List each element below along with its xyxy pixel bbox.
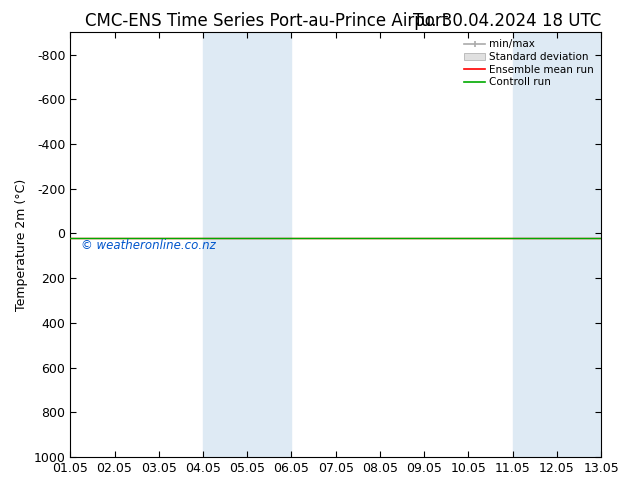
Text: © weatheronline.co.nz: © weatheronline.co.nz: [81, 240, 216, 252]
Y-axis label: Temperature 2m (°C): Temperature 2m (°C): [15, 178, 28, 311]
Bar: [513, 32, 601, 457]
Text: CMC-ENS Time Series Port-au-Prince Airport: CMC-ENS Time Series Port-au-Prince Airpo…: [85, 12, 448, 30]
Legend: min/max, Standard deviation, Ensemble mean run, Controll run: min/max, Standard deviation, Ensemble me…: [460, 35, 598, 92]
Text: Tu. 30.04.2024 18 UTC: Tu. 30.04.2024 18 UTC: [413, 12, 601, 30]
Bar: [203, 32, 292, 457]
